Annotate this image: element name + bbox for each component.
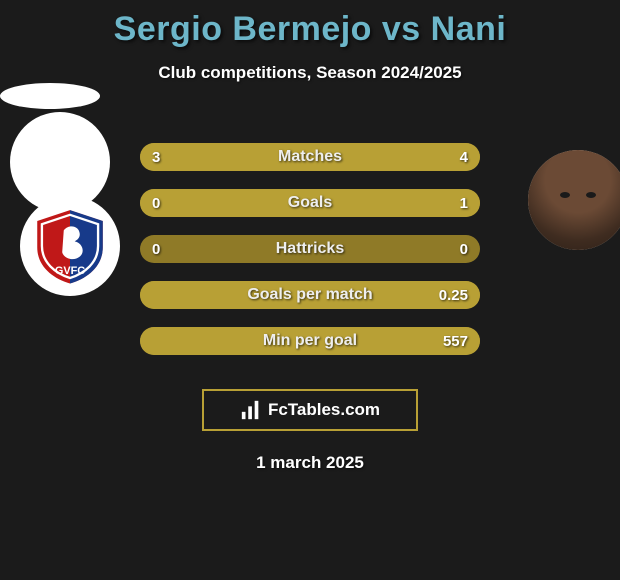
stat-value-left: 3: [140, 143, 172, 171]
bar-chart-icon: [240, 399, 262, 421]
stat-row: Goals per match0.25: [140, 281, 480, 309]
page-title: Sergio Bermejo vs Nani: [0, 0, 620, 49]
stat-label: Matches: [140, 143, 480, 171]
stat-row: Goals0 1: [140, 189, 480, 217]
stat-row: Min per goal557: [140, 327, 480, 355]
brand-text: FcTables.com: [268, 400, 380, 420]
player-right-club-crest: [0, 83, 100, 109]
stat-value-right: 0: [448, 235, 480, 263]
stat-value-left: 0: [140, 235, 172, 263]
date-label: 1 march 2025: [0, 453, 620, 473]
comparison-card: Sergio Bermejo vs Nani Club competitions…: [0, 0, 620, 580]
stats-bars: Matches34Goals01Hattricks00Goals per mat…: [0, 143, 620, 383]
stat-value-right: 0.25: [427, 281, 480, 309]
stat-value-left: [140, 281, 164, 309]
stat-label: Goals: [140, 189, 480, 217]
stat-label: Min per goal: [140, 327, 480, 355]
subtitle: Club competitions, Season 2024/2025: [0, 63, 620, 83]
stat-value-left: 0: [140, 189, 172, 217]
stat-label: Hattricks: [140, 235, 480, 263]
stat-value-left: [140, 327, 164, 355]
stat-row: Matches3 4: [140, 143, 480, 171]
stat-row: Hattricks0 0: [140, 235, 480, 263]
stat-value-right: 1: [448, 189, 480, 217]
stat-value-right: 4: [448, 143, 480, 171]
stat-value-right: 557: [431, 327, 480, 355]
brand-badge: FcTables.com: [202, 389, 418, 431]
